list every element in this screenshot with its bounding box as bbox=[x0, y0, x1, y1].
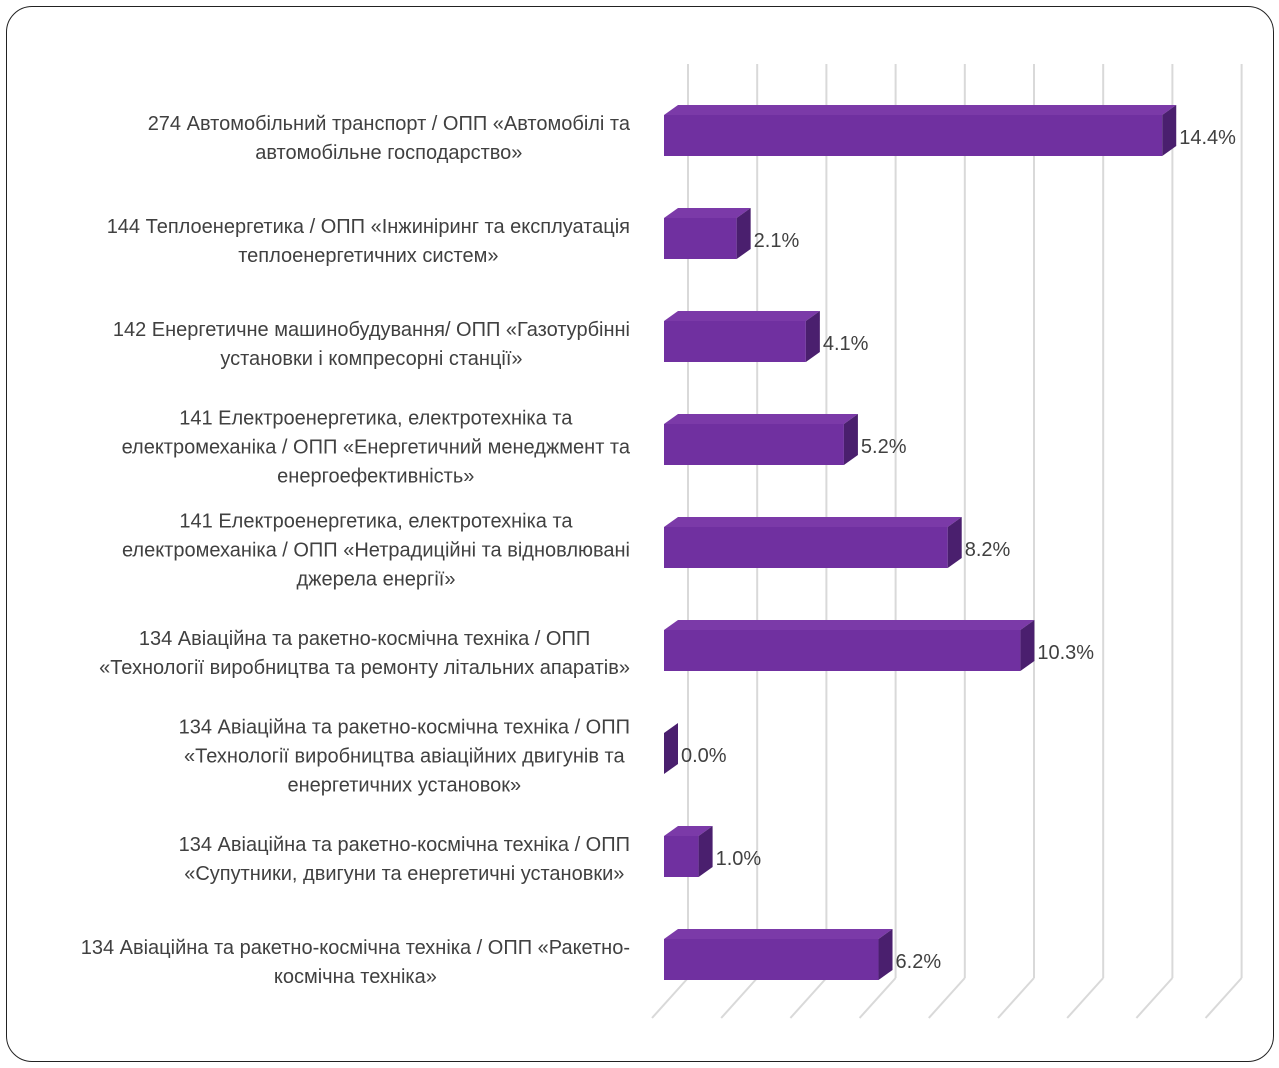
category-label: «Супутники, двигуни та енергетичні устан… bbox=[184, 863, 624, 885]
category-labels: 274 Автомобільний транспорт / ОПП «Автом… bbox=[81, 113, 631, 988]
category-label: 134 Авіаційна та ракетно-космічна технік… bbox=[81, 937, 630, 959]
category-label: 144 Теплоенергетика / ОПП «Інжиніринг та… bbox=[107, 216, 630, 238]
gridline-floor bbox=[1135, 977, 1174, 1019]
category-label: 274 Автомобільний транспорт / ОПП «Автом… bbox=[148, 113, 631, 135]
gridline-floor bbox=[858, 977, 897, 1019]
bar-side-face bbox=[843, 414, 858, 465]
data-label: 10.3% bbox=[1037, 642, 1094, 664]
bar-side-face bbox=[805, 311, 820, 362]
category-label: електромеханіка / ОПП «Нетрадиційні та в… bbox=[122, 540, 630, 562]
bar bbox=[664, 527, 948, 568]
data-label: 6.2% bbox=[896, 951, 942, 973]
data-label: 4.1% bbox=[823, 333, 869, 355]
chart-frame bbox=[6, 6, 1274, 1062]
bar-side-face bbox=[736, 208, 751, 259]
gridline-floor bbox=[997, 977, 1035, 1019]
gridline-floor bbox=[928, 977, 966, 1019]
bar bbox=[664, 218, 737, 259]
bar-side-face bbox=[878, 929, 893, 980]
category-label: космічна техніка» bbox=[274, 966, 437, 988]
bar-top-face bbox=[664, 208, 751, 218]
data-label: 5.2% bbox=[861, 436, 907, 458]
category-label: установки і компресорні станції» bbox=[220, 348, 522, 370]
category-label: 134 Авіаційна та ракетно-космічна технік… bbox=[139, 628, 590, 650]
data-labels: 14.4% 2.1% 4.1% 5.2% 8.2% 10.3% 0.0% 1.0% 6.2% bbox=[681, 127, 1236, 973]
data-label: 2.1% bbox=[754, 230, 800, 252]
bar-side-face bbox=[1162, 105, 1177, 156]
data-label: 0.0% bbox=[681, 745, 727, 767]
category-label: 134 Авіаційна та ракетно-космічна технік… bbox=[179, 717, 630, 739]
bar-side-face bbox=[947, 517, 962, 568]
bar bbox=[664, 836, 699, 877]
bar-top-face bbox=[664, 929, 893, 939]
data-label: 1.0% bbox=[716, 848, 762, 870]
gridline-floor bbox=[789, 977, 828, 1019]
bar-side-face bbox=[1020, 620, 1035, 671]
category-label: 141 Електроенергетика, електротехніка та bbox=[179, 408, 573, 430]
category-label: 134 Авіаційна та ракетно-космічна технік… bbox=[179, 834, 630, 856]
bar-top-face bbox=[664, 414, 858, 424]
category-label: джерела енергії» bbox=[297, 569, 456, 591]
gridline-floor bbox=[651, 977, 689, 1019]
bar-top-face bbox=[664, 105, 1177, 115]
category-label: «Технології виробництва та ремонту літал… bbox=[99, 657, 630, 679]
category-label: теплоенергетичних систем» bbox=[238, 245, 498, 267]
bar bbox=[664, 939, 879, 980]
bar bbox=[664, 115, 1163, 156]
gridline-floor bbox=[1066, 977, 1104, 1019]
category-label: 142 Енергетичне машинобудування/ ОПП «Га… bbox=[113, 319, 630, 341]
bar-top-face bbox=[664, 620, 1035, 630]
bars bbox=[664, 105, 1177, 980]
data-label: 14.4% bbox=[1179, 127, 1236, 149]
category-label: автомобільне господарство» bbox=[255, 142, 522, 164]
category-label: 141 Електроенергетика, електротехніка та bbox=[179, 511, 573, 533]
category-label: енергетичних установок» bbox=[287, 775, 521, 797]
bar-side-face bbox=[664, 723, 678, 774]
bar bbox=[664, 630, 1021, 671]
bar bbox=[664, 321, 806, 362]
category-label: енергоефективність» bbox=[277, 466, 474, 488]
bar-side-face bbox=[698, 826, 713, 877]
category-label: електромеханіка / ОПП «Енергетичний мене… bbox=[122, 437, 631, 459]
bar-top-face bbox=[664, 311, 820, 321]
gridline-floor bbox=[1204, 977, 1243, 1019]
bar-top-face bbox=[664, 517, 962, 527]
data-label: 8.2% bbox=[965, 539, 1011, 561]
bar-top-face bbox=[664, 826, 713, 836]
category-label: «Технології виробництва авіаційних двигу… bbox=[184, 746, 625, 768]
bar bbox=[664, 424, 844, 465]
gridline-floor bbox=[720, 977, 758, 1019]
